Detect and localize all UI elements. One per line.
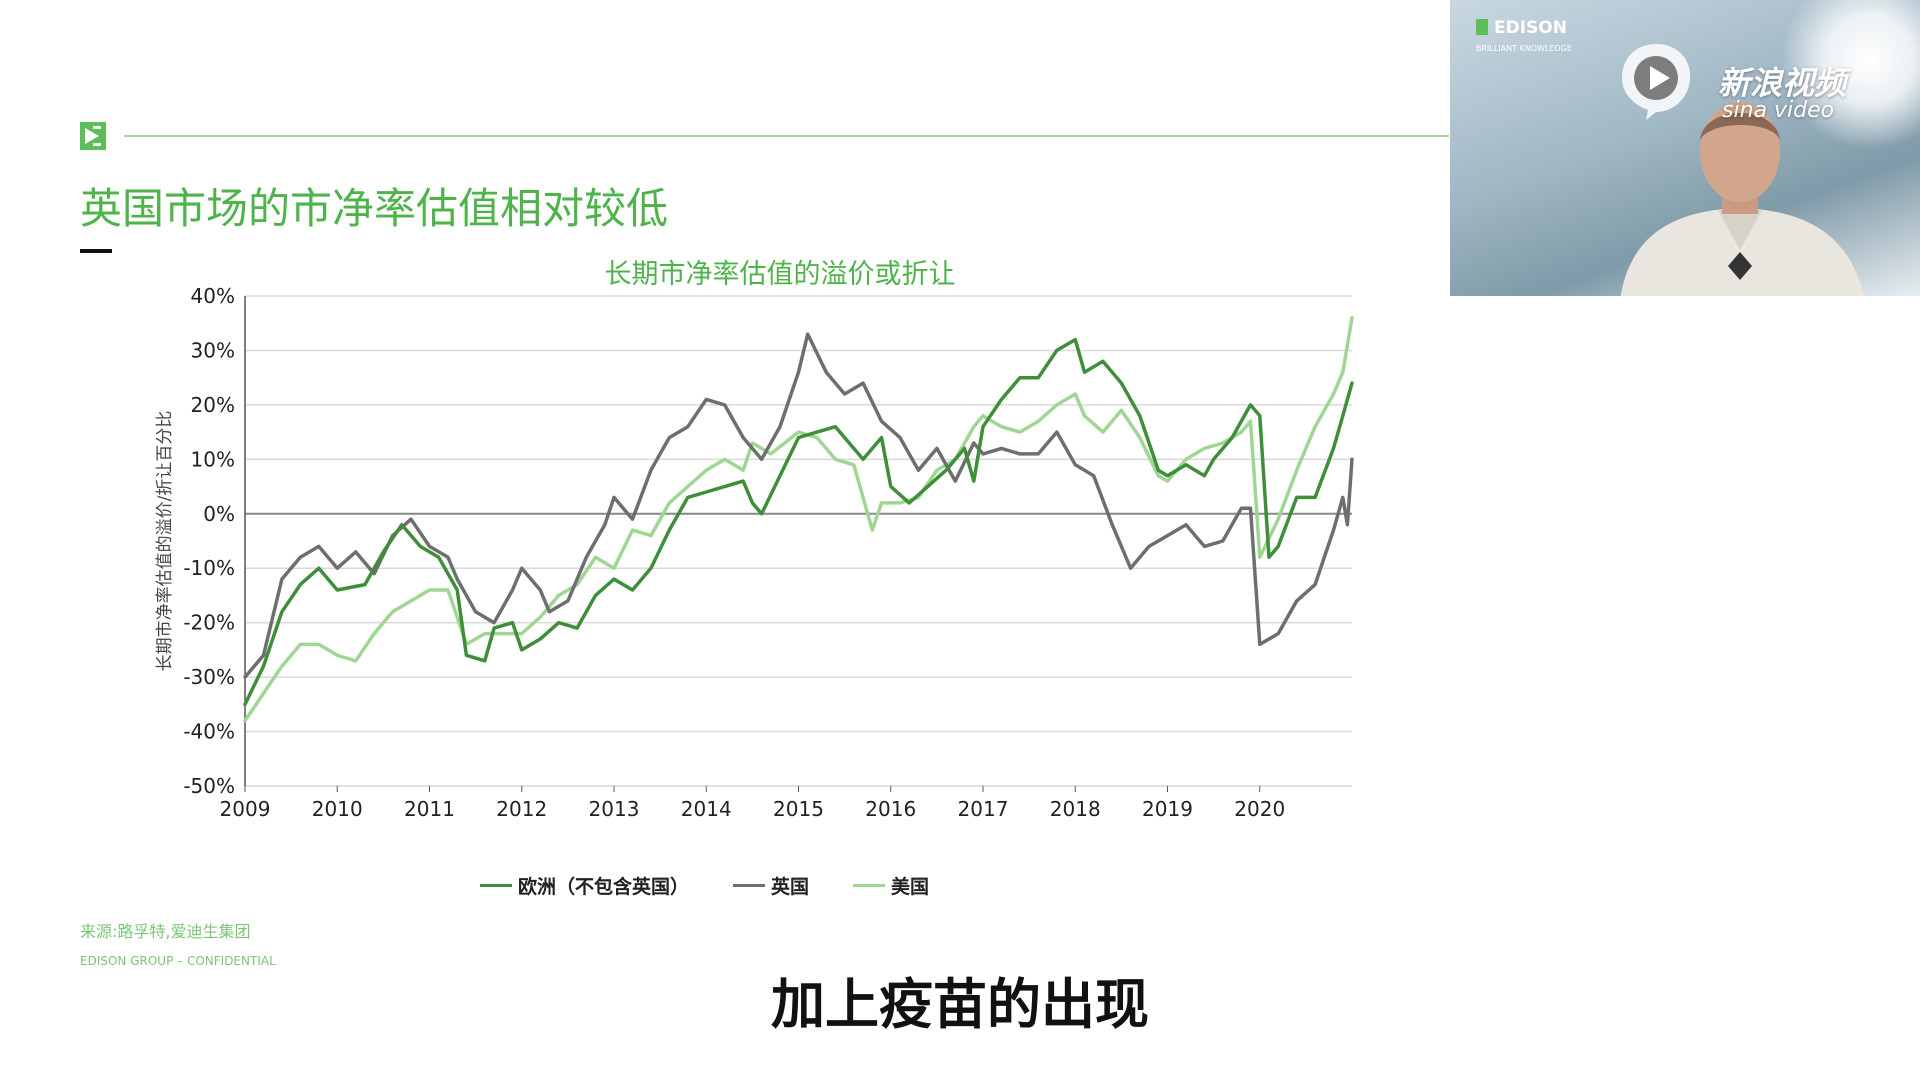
sina-watermark-text: 新浪视频 bbox=[1718, 64, 1847, 102]
x-tick-label: 2016 bbox=[865, 797, 916, 821]
x-tick-label: 2010 bbox=[312, 797, 363, 821]
legend-label-uk: 英国 bbox=[771, 876, 810, 898]
y-tick-label: 40% bbox=[191, 284, 235, 308]
y-tick-label: -40% bbox=[183, 720, 235, 744]
x-tick-label: 2020 bbox=[1234, 797, 1285, 821]
legend-label-europe: 欧洲（不包含英国） bbox=[518, 876, 690, 898]
x-tick-label: 2013 bbox=[589, 797, 640, 821]
legend-item-us: 美国 bbox=[853, 872, 929, 899]
y-tick-label: -10% bbox=[183, 556, 235, 580]
video-subtitle: 加上疫苗的出现 bbox=[771, 973, 1149, 1036]
legend-item-uk: 英国 bbox=[733, 872, 809, 899]
y-tick-label: 10% bbox=[191, 447, 235, 471]
video-logo-mark-icon bbox=[1476, 19, 1488, 35]
video-logo-tagline: BRILLIANT KNOWLEDGE bbox=[1476, 44, 1572, 53]
confidential-footer: EDISON GROUP – CONFIDENTIAL bbox=[80, 954, 276, 968]
sina-watermark-subtext: sina video bbox=[1722, 98, 1835, 123]
x-tick-label: 2009 bbox=[220, 797, 271, 821]
x-tick-label: 2011 bbox=[404, 797, 455, 821]
header-rule bbox=[124, 135, 1449, 137]
x-tick-label: 2019 bbox=[1142, 797, 1193, 821]
legend-swatch-uk bbox=[733, 884, 766, 887]
video-edison-logo: EDISON bbox=[1476, 18, 1567, 38]
x-tick-label: 2018 bbox=[1050, 797, 1101, 821]
video-logo-text: EDISON bbox=[1494, 18, 1567, 38]
x-tick-label: 2015 bbox=[773, 797, 824, 821]
y-axis-label: 长期市净率估值的溢价/折让百分比 bbox=[155, 411, 175, 672]
y-tick-label: -30% bbox=[183, 665, 235, 689]
legend-label-us: 美国 bbox=[891, 876, 930, 898]
series-line-europe bbox=[243, 337, 1354, 707]
chart-area: 40% 30% 20% 10% 0% -10% -20% -30% -40% -50% 2009 20… bbox=[130, 246, 1370, 836]
y-tick-label: 30% bbox=[191, 338, 235, 362]
chart-legend: 欧洲（不包含英国） 英国 美国 bbox=[480, 872, 929, 899]
x-tick-label: 2014 bbox=[681, 797, 732, 821]
y-tick-label: 20% bbox=[191, 393, 235, 417]
chart-title: 长期市净率估值的溢价或折让 bbox=[604, 259, 956, 290]
page-title: 英国市场的市净率估值相对较低 bbox=[80, 184, 669, 233]
series-line-us bbox=[243, 316, 1354, 723]
legend-swatch-europe bbox=[480, 884, 512, 887]
legend-swatch-us bbox=[853, 884, 886, 887]
sina-play-icon bbox=[1622, 44, 1691, 120]
line-chart: 40% 30% 20% 10% 0% -10% -20% -30% -40% -50%2009 20… bbox=[155, 284, 1354, 821]
y-tick-label: 0% bbox=[203, 502, 235, 526]
edison-logo-icon bbox=[80, 122, 106, 150]
title-dash bbox=[80, 249, 112, 253]
x-tick-label: 2017 bbox=[958, 797, 1009, 821]
source-note: 来源:路孚特,爱迪生集团 bbox=[80, 922, 251, 941]
x-tick-label: 2012 bbox=[496, 797, 547, 821]
y-tick-label: -20% bbox=[183, 611, 235, 635]
legend-item-europe: 欧洲（不包含英国） bbox=[480, 872, 689, 899]
presenter-figure bbox=[1620, 102, 1864, 296]
presenter-video[interactable]: EDISON BRILLIANT KNOWLEDGE 新浪视频 sina vid… bbox=[1450, 0, 1920, 296]
series-line-uk bbox=[243, 332, 1354, 679]
y-tick-label: -50% bbox=[183, 774, 235, 798]
